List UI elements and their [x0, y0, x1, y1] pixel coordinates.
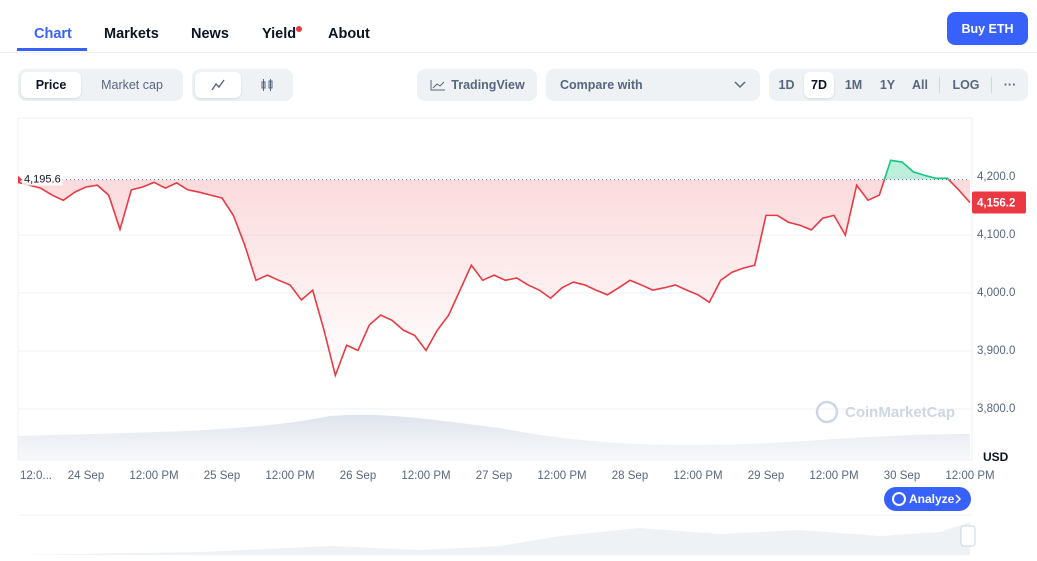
reference-label-bg: [22, 173, 63, 186]
y-tick-label: 4,200.0: [977, 171, 1015, 183]
analyze-chevron: [955, 494, 962, 504]
x-tick-label: 12:00 PM: [809, 470, 858, 482]
x-tick-label: 24 Sep: [68, 470, 104, 482]
tab[interactable]: Yield: [262, 26, 297, 42]
tab[interactable]: News: [191, 26, 229, 42]
badge-dot: [296, 26, 302, 32]
x-tick-label: 12:00 PM: [673, 470, 722, 482]
tradingview-button[interactable]: TradingView: [417, 69, 537, 101]
y-tick-label: 4,000.0: [977, 287, 1015, 299]
tv-icon: [430, 80, 446, 91]
x-tick-label: 12:00 PM: [537, 470, 586, 482]
last-price-label: 4,156.2: [977, 198, 1015, 210]
range-button[interactable]: All: [912, 78, 928, 92]
y-tick-label: 3,900.0: [977, 345, 1015, 357]
price-line: [17, 179, 971, 379]
analyze-label[interactable]: Analyze: [909, 492, 955, 506]
more-button[interactable]: ···: [1003, 78, 1017, 92]
x-tick-label: 27 Sep: [476, 470, 512, 482]
x-tick-label: 29 Sep: [748, 470, 784, 482]
analyze-icon: [892, 492, 906, 506]
metric-button[interactable]: Price: [21, 72, 81, 98]
area-above: [884, 160, 949, 180]
x-tick-label: 12:00 PM: [401, 470, 450, 482]
line-icon: [211, 79, 225, 91]
y-tick-label: 3,800.0: [977, 403, 1015, 415]
tradingview-label: TradingView: [451, 78, 525, 92]
buy-button[interactable]: Buy ETH: [947, 12, 1028, 45]
analyze-button[interactable]: Analyze: [884, 487, 971, 511]
candle-style-button[interactable]: [244, 72, 290, 98]
range-button[interactable]: 1D: [778, 78, 795, 92]
line-style-button[interactable]: [195, 72, 241, 98]
reference-marker: [18, 175, 22, 184]
currency-label: USD: [983, 450, 1009, 464]
x-tick-label: 26 Sep: [340, 470, 376, 482]
x-tick-label: 30 Sep: [884, 470, 920, 482]
x-tick-label: 12:00 PM: [945, 470, 994, 482]
compare-label: Compare with: [560, 78, 643, 92]
tab[interactable]: About: [328, 26, 370, 42]
watermark-text: CoinMarketCap: [845, 404, 955, 421]
area-below: [18, 179, 970, 376]
x-tick-label: 12:00 PM: [265, 470, 314, 482]
range-button[interactable]: 7D: [804, 72, 834, 98]
navigator-handle[interactable]: [960, 525, 976, 547]
x-tick-label: 25 Sep: [204, 470, 240, 482]
range-button[interactable]: 1M: [844, 78, 863, 92]
x-tick-label: 12:00 PM: [129, 470, 178, 482]
tab-underline: [17, 48, 87, 51]
candle-icon: [261, 79, 273, 91]
navigator-area: [18, 522, 970, 555]
tab[interactable]: Markets: [104, 26, 159, 42]
watermark: CoinMarketCap: [815, 400, 955, 424]
log-button[interactable]: LOG: [952, 78, 980, 92]
metric-button[interactable]: Market cap: [101, 78, 163, 92]
separator: [939, 77, 940, 93]
range-button[interactable]: 1Y: [879, 78, 896, 92]
volume-area: [18, 414, 970, 460]
analyze-pill[interactable]: [884, 487, 971, 511]
tab[interactable]: Chart: [34, 26, 72, 42]
x-tick-label: 12:0...: [20, 470, 52, 482]
separator: [991, 77, 992, 93]
y-tick-label: 4,100.0: [977, 229, 1015, 241]
nav-divider: [0, 52, 1037, 53]
reference-label: 4,195.6: [24, 174, 61, 186]
x-tick-label: 28 Sep: [612, 470, 648, 482]
chevron: [734, 81, 746, 89]
compare-select[interactable]: Compare with: [546, 69, 760, 101]
last-price-badge: [972, 191, 1026, 214]
